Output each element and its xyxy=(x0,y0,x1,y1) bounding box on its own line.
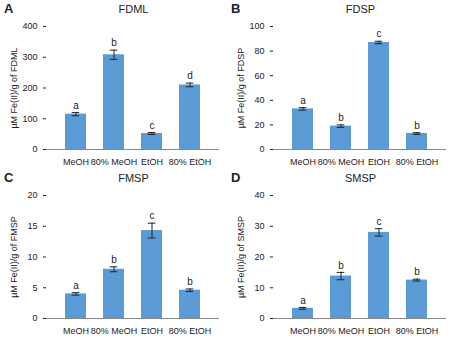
svg-text:30: 30 xyxy=(254,221,264,231)
svg-text:µM Fe(II)/g of SMSP: µM Fe(II)/g of SMSP xyxy=(236,216,246,298)
svg-text:100: 100 xyxy=(249,21,264,31)
svg-text:80% MeOH: 80% MeOH xyxy=(91,157,138,167)
html-text:B: B xyxy=(231,1,241,16)
svg-text:b: b xyxy=(414,266,420,277)
svg-text:80% EtOH: 80% EtOH xyxy=(169,157,212,167)
svg-text:5: 5 xyxy=(32,283,37,293)
svg-text:400: 400 xyxy=(22,21,37,31)
svg-text:d: d xyxy=(187,70,193,81)
svg-text:20: 20 xyxy=(254,252,264,262)
svg-text:MeOH: MeOH xyxy=(63,157,89,167)
svg-text:c: c xyxy=(150,210,155,221)
svg-text:µM Fe(II)/g of FDSP: µM Fe(II)/g of FDSP xyxy=(236,48,246,129)
svg-text:20: 20 xyxy=(254,120,264,130)
html-text:A: A xyxy=(4,1,14,16)
svg-text:0: 0 xyxy=(32,144,37,154)
svg-text:80: 80 xyxy=(254,46,264,56)
svg-text:µM Fe(II)/g of FDML: µM Fe(II)/g of FDML xyxy=(9,47,19,128)
svg-text:60: 60 xyxy=(254,71,264,81)
html-text:SMSP: SMSP xyxy=(344,172,377,184)
svg-text:300: 300 xyxy=(22,52,37,62)
svg-text:40: 40 xyxy=(254,190,264,200)
svg-text:EtOH: EtOH xyxy=(141,157,163,167)
svg-text:c: c xyxy=(150,120,155,131)
svg-text:c: c xyxy=(377,28,382,39)
svg-text:MeOH: MeOH xyxy=(290,326,316,336)
svg-text:80% EtOH: 80% EtOH xyxy=(169,326,212,336)
svg-text:80% MeOH: 80% MeOH xyxy=(318,157,365,167)
html-text:D: D xyxy=(231,170,241,185)
svg-text:0: 0 xyxy=(259,144,264,154)
svg-text:10: 10 xyxy=(27,252,37,262)
html-text:FDSP: FDSP xyxy=(345,3,376,15)
svg-text:15: 15 xyxy=(27,221,37,231)
svg-text:µM Fe(II)/g of FMSP: µM Fe(II)/g of FMSP xyxy=(9,216,19,298)
svg-text:200: 200 xyxy=(22,83,37,93)
html-text:FMSP: FMSP xyxy=(118,172,149,184)
svg-text:b: b xyxy=(187,276,193,287)
svg-text:a: a xyxy=(300,295,306,306)
svg-text:100: 100 xyxy=(22,114,37,124)
html-text:FDML: FDML xyxy=(118,3,149,15)
svg-text:b: b xyxy=(338,260,344,271)
svg-text:EtOH: EtOH xyxy=(141,326,163,336)
html-text:C: C xyxy=(4,170,14,185)
svg-text:a: a xyxy=(300,95,306,106)
svg-text:0: 0 xyxy=(32,313,37,323)
svg-text:b: b xyxy=(338,112,344,123)
svg-text:MeOH: MeOH xyxy=(290,157,316,167)
svg-text:80% EtOH: 80% EtOH xyxy=(396,326,439,336)
svg-text:80% EtOH: 80% EtOH xyxy=(396,157,439,167)
svg-text:c: c xyxy=(377,216,382,227)
svg-text:0: 0 xyxy=(259,313,264,323)
svg-text:EtOH: EtOH xyxy=(368,326,390,336)
svg-text:20: 20 xyxy=(27,190,37,200)
svg-text:80% MeOH: 80% MeOH xyxy=(318,326,365,336)
svg-text:10: 10 xyxy=(254,283,264,293)
svg-text:a: a xyxy=(73,280,79,291)
svg-text:80% MeOH: 80% MeOH xyxy=(91,326,138,336)
svg-text:b: b xyxy=(111,37,117,48)
svg-text:b: b xyxy=(414,120,420,131)
svg-text:b: b xyxy=(111,254,117,265)
svg-text:a: a xyxy=(73,100,79,111)
svg-text:40: 40 xyxy=(254,95,264,105)
svg-text:EtOH: EtOH xyxy=(368,157,390,167)
svg-text:MeOH: MeOH xyxy=(63,326,89,336)
